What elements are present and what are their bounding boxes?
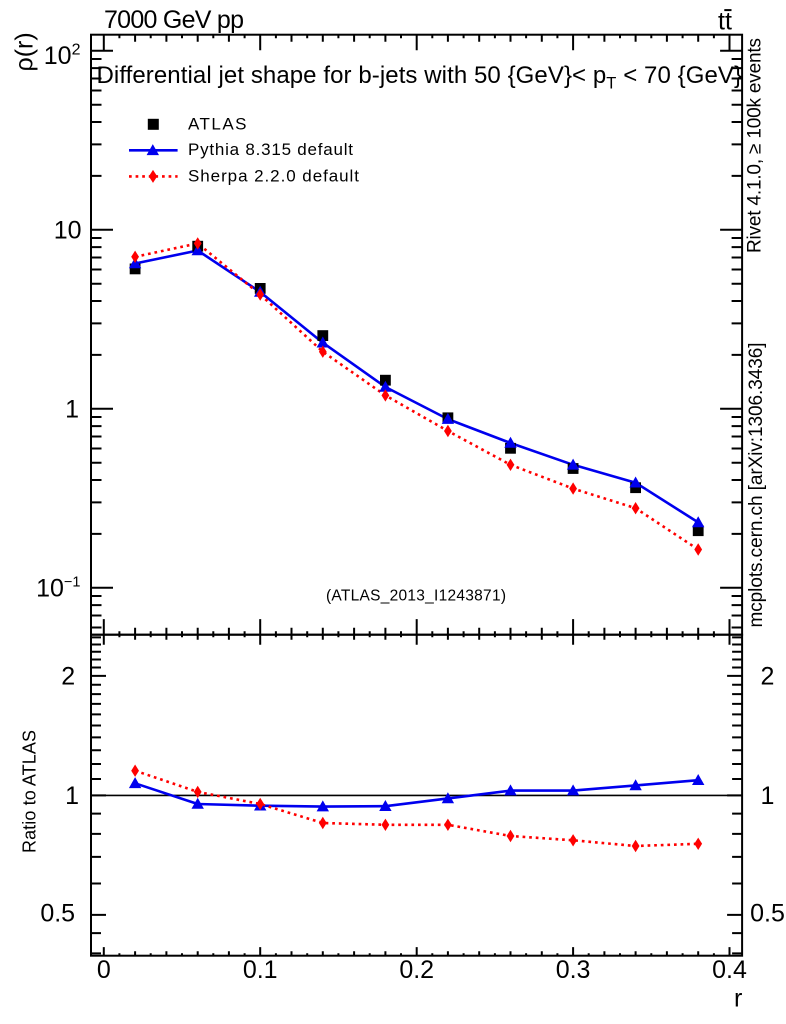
svg-text:0.3: 0.3 <box>556 956 591 984</box>
svg-text:ρ(r): ρ(r) <box>11 32 39 71</box>
svg-text:0.4: 0.4 <box>712 956 747 984</box>
svg-text:2: 2 <box>761 663 775 691</box>
svg-text:1: 1 <box>761 782 775 810</box>
svg-text:tt: tt <box>718 8 732 36</box>
svg-text:(ATLAS_2013_I1243871): (ATLAS_2013_I1243871) <box>326 588 506 605</box>
svg-text:7000 GeV pp: 7000 GeV pp <box>104 6 244 34</box>
svg-text:r: r <box>734 985 742 1013</box>
svg-text:Rivet 4.1.0, ≥ 100k events: Rivet 4.1.0, ≥ 100k events <box>745 38 766 253</box>
svg-text:1: 1 <box>65 782 79 810</box>
svg-text:Ratio to ATLAS: Ratio to ATLAS <box>20 730 40 853</box>
svg-text:2: 2 <box>61 663 75 691</box>
svg-text:1: 1 <box>65 396 79 424</box>
svg-text:Pythia 8.315 default: Pythia 8.315 default <box>188 140 353 159</box>
svg-text:0: 0 <box>97 956 111 984</box>
svg-text:0.5: 0.5 <box>40 900 75 928</box>
svg-text:0.1: 0.1 <box>243 956 278 984</box>
svg-text:mcplots.cern.ch [arXiv:1306.34: mcplots.cern.ch [arXiv:1306.3436] <box>746 343 767 628</box>
svg-text:Sherpa 2.2.0 default: Sherpa 2.2.0 default <box>188 166 359 185</box>
svg-text:10−1: 10−1 <box>36 574 80 602</box>
svg-text:Differential jet shape for b-j: Differential jet shape for b-jets with 5… <box>97 62 743 93</box>
svg-text:10: 10 <box>54 217 82 245</box>
svg-text:ATLAS: ATLAS <box>188 115 247 134</box>
svg-text:0.5: 0.5 <box>750 900 785 928</box>
svg-text:0.2: 0.2 <box>399 956 434 984</box>
